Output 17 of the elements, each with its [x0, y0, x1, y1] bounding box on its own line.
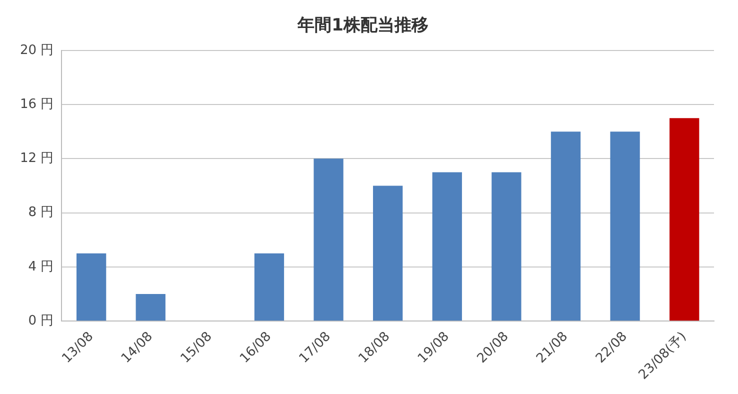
bar — [136, 294, 166, 321]
bar — [550, 132, 581, 321]
bar — [670, 118, 700, 321]
bar — [76, 253, 106, 321]
chart-title: 年間1株配当推移 — [296, 16, 428, 36]
y-tick-label: 12 円 — [20, 151, 54, 166]
y-tick-label: 4 円 — [28, 259, 54, 274]
y-tick-label: 16 円 — [20, 96, 54, 112]
bar — [314, 158, 344, 321]
y-tick-label: 20 円 — [20, 42, 54, 58]
y-tick-label: 0 円 — [28, 313, 54, 328]
bar — [432, 172, 462, 321]
bar — [492, 172, 522, 321]
y-tick-label: 8 円 — [28, 205, 54, 220]
bar — [254, 253, 284, 321]
bar — [610, 132, 640, 321]
bar — [373, 186, 403, 321]
